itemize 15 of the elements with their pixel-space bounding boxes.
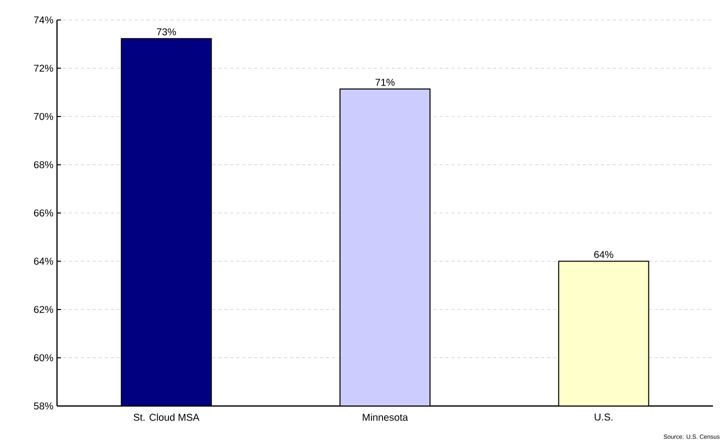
x-tick-label: Minnesota: [362, 414, 408, 421]
y-tick-label: 74%: [34, 16, 54, 24]
x-tick-label: U.S.: [594, 414, 612, 421]
y-tick-label: 64%: [34, 258, 54, 265]
data-label: 71%: [376, 78, 395, 86]
y-tick-label: 68%: [34, 161, 54, 168]
y-tick-label: 60%: [34, 354, 54, 362]
y-tick-label: 62%: [34, 306, 54, 314]
y-tick-label: 58%: [34, 402, 54, 410]
y-tick-label: 70%: [34, 112, 54, 120]
x-tick-label: St. Cloud MSA: [134, 414, 200, 421]
data-label: 64%: [594, 250, 614, 258]
y-tick-label: 72%: [34, 64, 54, 72]
data-label: 73%: [156, 28, 176, 36]
y-tick-label: 66%: [34, 209, 54, 217]
